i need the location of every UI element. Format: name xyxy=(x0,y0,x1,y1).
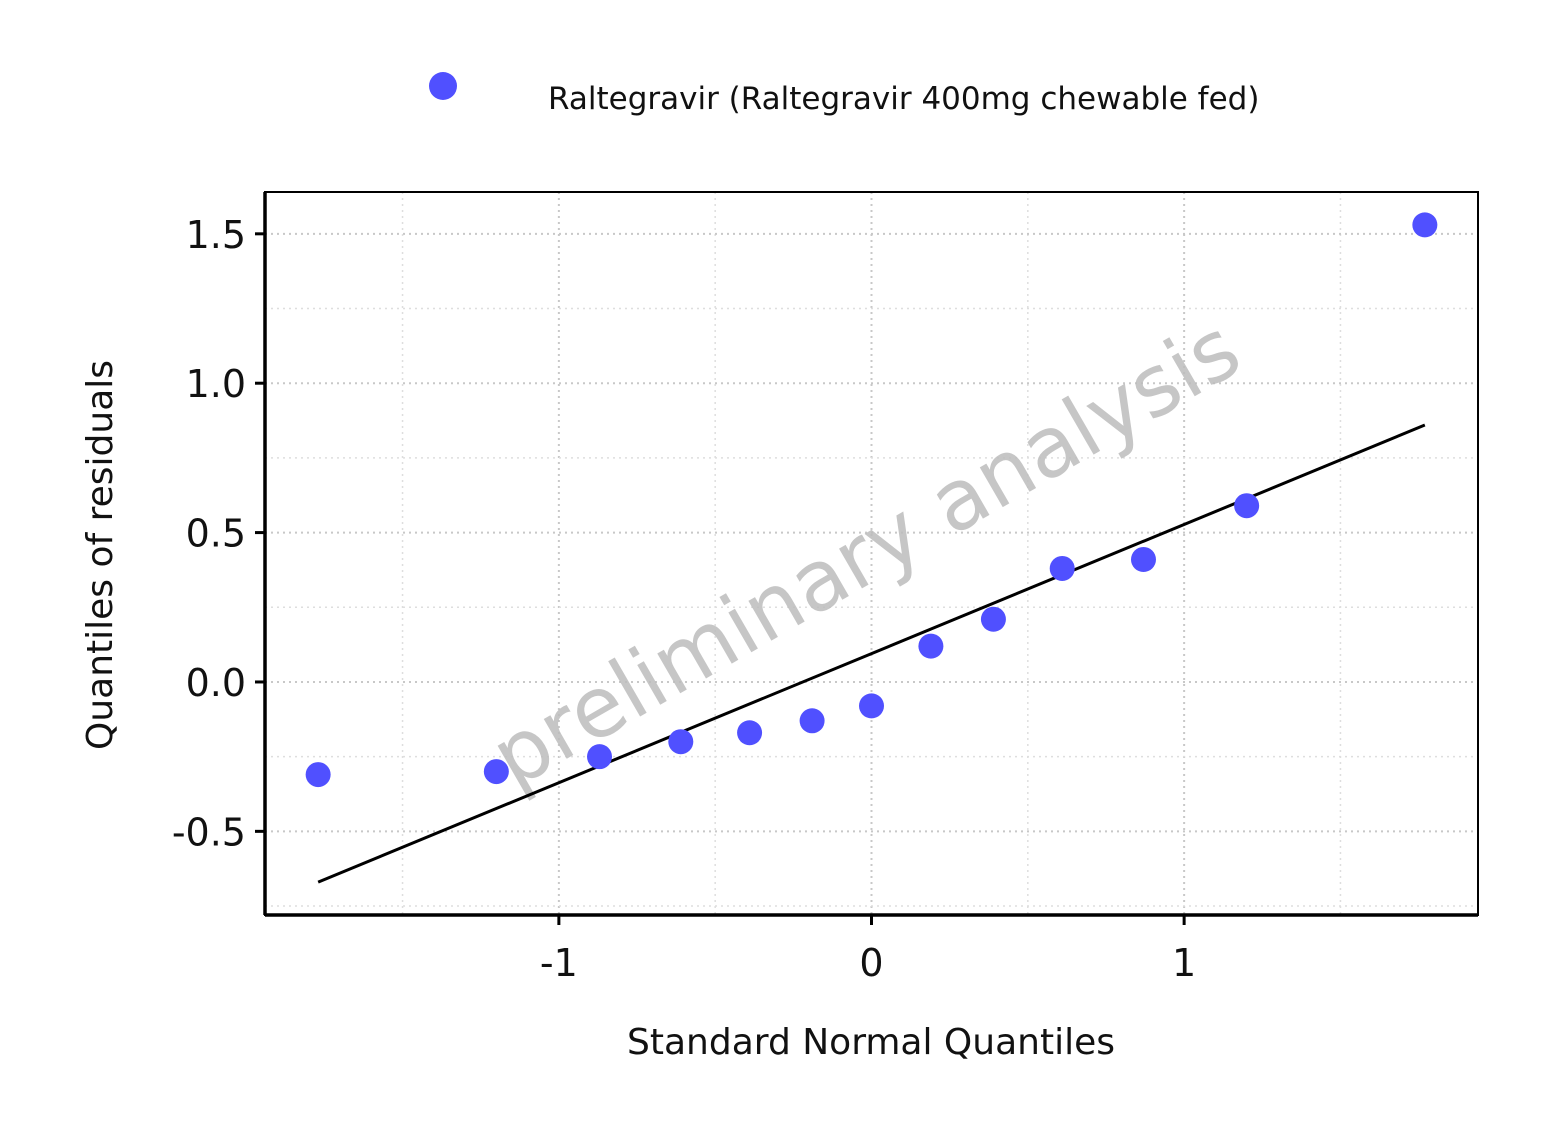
data-point xyxy=(799,708,825,734)
y-axis-ticks: -0.5 0.0 0.5 1.0 1.5 xyxy=(172,213,265,854)
legend-label: Raltegravir (Raltegravir 400mg chewable … xyxy=(548,81,1259,117)
x-axis-title: Standard Normal Quantiles xyxy=(627,1022,1115,1063)
data-point xyxy=(483,759,509,785)
data-point xyxy=(1234,493,1260,519)
x-tick-label: -1 xyxy=(540,941,578,985)
data-point xyxy=(1412,212,1438,238)
y-tick-label: -0.5 xyxy=(172,810,246,854)
y-tick-label: 0.0 xyxy=(186,661,246,705)
data-point xyxy=(918,633,944,659)
grid xyxy=(265,192,1478,915)
data-point xyxy=(859,693,884,719)
x-axis-ticks: -1 0 1 xyxy=(540,915,1196,985)
data-point xyxy=(587,744,613,770)
data-point xyxy=(737,720,763,746)
legend-marker xyxy=(429,72,457,100)
data-point xyxy=(1049,555,1075,581)
y-tick-label: 1.0 xyxy=(186,362,246,406)
legend: Raltegravir (Raltegravir 400mg chewable … xyxy=(429,72,1259,117)
data-points xyxy=(305,212,1438,788)
x-tick-label: 0 xyxy=(859,941,883,985)
x-tick-label: 1 xyxy=(1172,941,1196,985)
data-point xyxy=(668,729,694,755)
data-point xyxy=(980,606,1006,632)
y-tick-label: 0.5 xyxy=(186,512,246,556)
data-point xyxy=(305,762,331,788)
data-point xyxy=(1130,546,1156,572)
y-axis-title: Quantiles of residuals xyxy=(80,360,121,750)
y-tick-label: 1.5 xyxy=(186,213,246,257)
